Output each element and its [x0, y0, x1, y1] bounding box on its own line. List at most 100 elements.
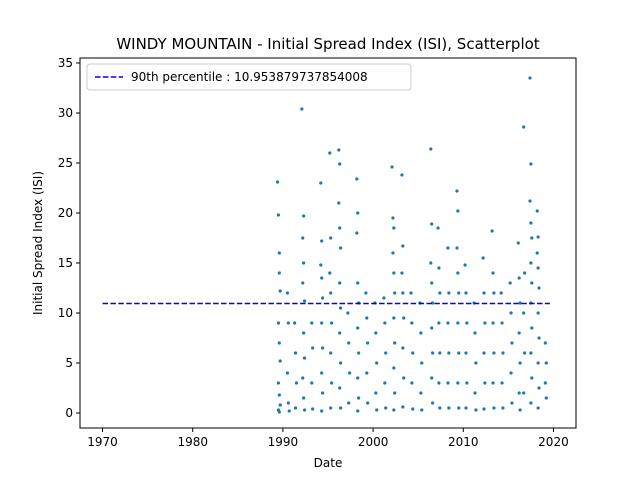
data-point	[481, 256, 485, 260]
y-tick-label: 15	[58, 256, 73, 270]
data-point	[465, 321, 469, 325]
data-point	[438, 291, 442, 295]
data-point	[529, 261, 533, 265]
data-point	[523, 271, 527, 275]
data-point	[500, 321, 504, 325]
data-point	[320, 391, 325, 395]
data-point	[509, 371, 513, 375]
data-point	[410, 321, 414, 325]
data-point	[374, 331, 378, 335]
data-point	[392, 366, 396, 370]
data-point	[302, 408, 307, 412]
data-point	[275, 180, 280, 184]
data-point	[536, 406, 540, 410]
data-point	[536, 361, 540, 365]
data-point	[302, 299, 307, 303]
data-point	[347, 401, 351, 405]
data-point	[392, 271, 396, 275]
data-point	[492, 406, 496, 410]
data-point	[319, 181, 323, 185]
data-point	[293, 321, 297, 325]
data-point	[455, 246, 459, 250]
data-point	[402, 376, 406, 380]
data-point	[301, 376, 305, 380]
data-point	[329, 351, 333, 355]
data-point	[456, 381, 460, 385]
data-point	[447, 291, 451, 295]
data-point	[473, 331, 477, 335]
data-point	[438, 351, 442, 355]
data-point	[429, 147, 433, 151]
data-point	[536, 266, 540, 270]
data-point	[300, 107, 304, 111]
data-point	[320, 321, 324, 325]
x-tick-label: 2000	[358, 435, 389, 449]
data-point	[530, 326, 534, 330]
data-point	[482, 407, 486, 411]
data-point	[311, 407, 315, 411]
data-point	[277, 393, 281, 397]
y-tick-label: 30	[58, 106, 73, 120]
data-point	[447, 351, 451, 355]
data-point	[410, 381, 414, 385]
data-point	[430, 326, 434, 330]
data-point	[509, 311, 513, 315]
data-point	[276, 381, 280, 385]
legend-box	[86, 63, 412, 91]
data-point	[285, 291, 290, 295]
y-tick-label: 10	[58, 306, 73, 320]
data-point	[530, 376, 534, 380]
data-point	[446, 381, 450, 385]
y-tick-label: 35	[58, 56, 73, 70]
data-point	[429, 261, 433, 265]
data-point	[337, 148, 341, 152]
x-axis-ticks: 1970 1980 1990 2000 2010 2020	[87, 428, 569, 449]
data-point	[430, 376, 434, 380]
data-point	[339, 406, 343, 410]
data-point	[390, 165, 394, 169]
data-point	[357, 351, 361, 355]
data-point	[401, 405, 405, 409]
data-point	[419, 331, 423, 335]
data-point	[346, 311, 350, 315]
data-point	[473, 391, 477, 395]
data-point	[536, 311, 540, 315]
data-point	[320, 371, 324, 375]
data-point	[392, 408, 396, 412]
data-point	[276, 321, 280, 325]
data-point	[474, 361, 478, 365]
data-point	[446, 321, 450, 325]
data-point	[287, 409, 291, 413]
data-point	[392, 316, 396, 320]
data-point	[474, 408, 478, 412]
data-point	[491, 381, 495, 385]
data-point	[356, 409, 360, 413]
data-point	[522, 311, 526, 315]
data-point	[302, 331, 306, 335]
data-point	[302, 396, 306, 400]
data-point	[364, 291, 368, 295]
data-point	[400, 173, 404, 177]
data-point	[518, 361, 522, 365]
data-point	[482, 291, 486, 295]
data-point	[391, 216, 395, 220]
data-point	[356, 376, 360, 380]
data-point	[430, 222, 434, 226]
data-point	[463, 263, 467, 267]
data-point	[382, 296, 386, 300]
data-point	[437, 321, 441, 325]
data-point	[329, 236, 333, 240]
data-point	[500, 381, 504, 385]
data-point	[338, 331, 342, 335]
data-point	[438, 406, 442, 410]
data-point	[310, 321, 314, 325]
plot-area	[79, 57, 577, 429]
data-point	[293, 351, 298, 355]
data-point	[374, 391, 378, 395]
data-point	[409, 291, 413, 295]
data-point	[446, 246, 450, 250]
y-axis-label: Initial Spread Index (ISI)	[31, 171, 45, 315]
data-point	[537, 336, 541, 340]
data-point	[302, 356, 307, 360]
